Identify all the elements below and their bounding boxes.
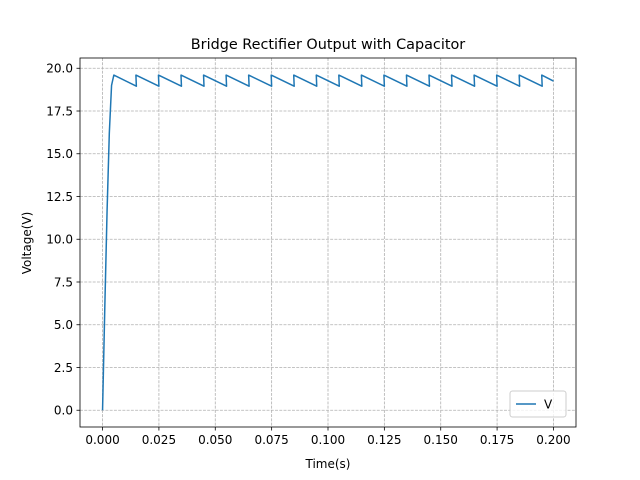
- y-tick-label: 20.0: [46, 62, 73, 76]
- y-tick-label: 15.0: [46, 147, 73, 161]
- legend-box: [509, 390, 567, 418]
- x-tick-label: 0.150: [424, 433, 458, 447]
- legend: V: [509, 390, 567, 418]
- y-tick-label: 0.0: [54, 404, 73, 418]
- legend-label: V: [544, 397, 553, 411]
- x-tick-label: 0.175: [480, 433, 514, 447]
- y-tick-label: 10.0: [46, 233, 73, 247]
- series-line-v: [101, 74, 554, 411]
- x-tick-label: 0.125: [367, 433, 401, 447]
- y-tick-label: 5.0: [54, 318, 73, 332]
- chart-title: Bridge Rectifier Output with Capacitor: [191, 37, 465, 53]
- x-tick-label: 0.000: [85, 433, 119, 447]
- grid-lines: [80, 58, 576, 427]
- x-tick-label: 0.050: [198, 433, 232, 447]
- x-tick-label: 0.100: [311, 433, 345, 447]
- axis-ticks: 0.000 0.025 0.050 0.075 0.100 0.125 0.150 0.175…: [46, 62, 570, 447]
- y-tick-label: 2.5: [54, 361, 73, 375]
- y-axis-label: Voltage(V): [20, 212, 34, 275]
- y-tick-label: 12.5: [46, 190, 73, 204]
- x-tick-label: 0.200: [536, 433, 570, 447]
- y-tick-label: 17.5: [46, 104, 73, 118]
- x-tick-label: 0.025: [142, 433, 176, 447]
- series-layer: [101, 74, 554, 411]
- x-tick-label: 0.075: [254, 433, 288, 447]
- x-axis-label: Time(s): [305, 457, 351, 471]
- y-tick-label: 7.5: [54, 275, 73, 289]
